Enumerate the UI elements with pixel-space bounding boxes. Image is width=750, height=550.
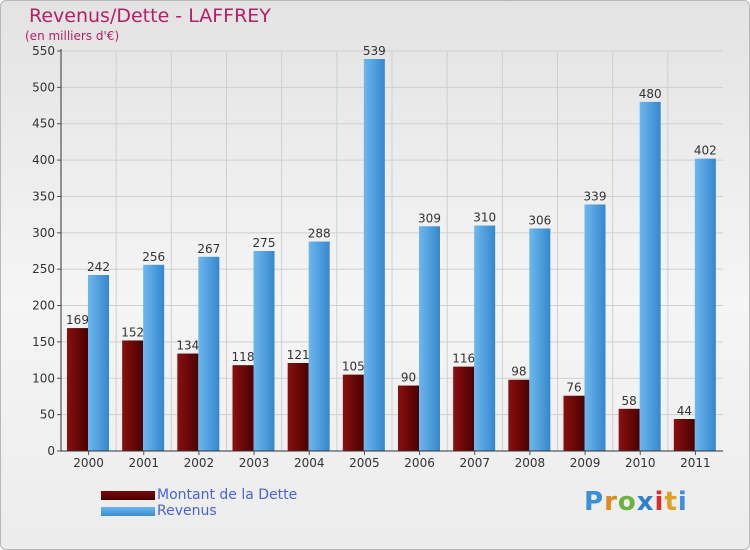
debt-bar-label: 152	[121, 325, 144, 339]
debt-bar	[67, 328, 88, 451]
debt-bar-label: 98	[511, 365, 526, 379]
debt-bar	[453, 366, 475, 451]
revenus-bar-label: 288	[308, 227, 331, 241]
y-tick-label: 50	[40, 408, 55, 422]
debt-bar	[508, 379, 530, 451]
y-tick-label: 450	[32, 117, 55, 131]
debt-bar	[287, 363, 309, 451]
debt-bar-label: 44	[677, 404, 692, 418]
debt-bar	[232, 365, 254, 451]
debt-bar	[563, 395, 585, 451]
revenus-bar-label: 480	[639, 87, 662, 101]
revenus-bar	[529, 228, 551, 451]
revenus-bar-label: 267	[197, 242, 220, 256]
y-tick-label: 150	[32, 335, 55, 349]
x-tick-label: 2001	[128, 456, 159, 470]
debt-bar-label: 121	[287, 348, 310, 362]
x-tick-label: 2002	[184, 456, 215, 470]
revenus-bar	[419, 226, 440, 451]
debt-bar-label: 169	[66, 313, 89, 327]
revenus-bar-label: 402	[694, 144, 717, 158]
legend-swatch-revenus	[101, 506, 155, 516]
x-tick-label: 2010	[625, 456, 656, 470]
legend: Montant de la Dette Revenus	[101, 487, 297, 519]
revenus-bar-label: 539	[363, 44, 386, 58]
revenus-bar-label: 275	[253, 236, 276, 250]
debt-bar	[673, 419, 695, 451]
x-tick-label: 2006	[404, 456, 435, 470]
revenus-bar	[198, 256, 220, 451]
revenus-bar-label: 256	[142, 250, 165, 264]
revenus-bar-label: 242	[87, 260, 110, 274]
x-tick-label: 2008	[515, 456, 546, 470]
revenus-bar-label: 310	[473, 211, 496, 225]
debt-bar-label: 116	[452, 352, 475, 366]
x-tick-label: 2009	[570, 456, 601, 470]
chart-title: Revenus/Dette - LAFFREY	[29, 5, 271, 27]
revenus-bar	[474, 225, 496, 451]
y-tick-label: 250	[32, 262, 55, 276]
y-tick-label: 350	[32, 189, 55, 203]
x-tick-label: 2005	[349, 456, 380, 470]
legend-item-debt: Montant de la Dette	[101, 487, 297, 503]
legend-label-debt: Montant de la Dette	[157, 487, 298, 503]
revenus-bar	[639, 101, 661, 451]
revenus-bar	[694, 158, 716, 452]
legend-swatch-debt	[101, 490, 155, 500]
y-tick-label: 300	[32, 226, 55, 240]
debt-bar-label: 134	[176, 339, 199, 353]
proxiti-logo: Proxiti	[584, 487, 688, 517]
y-tick-label: 400	[32, 153, 55, 167]
bar-chart: 169 242 152 256 134 267 118 275 121 288 105 539 90 30…	[32, 44, 723, 470]
debt-bar	[398, 385, 419, 451]
debt-bar	[122, 340, 144, 451]
revenus-bar	[253, 251, 275, 451]
debt-bar-label: 105	[342, 360, 365, 374]
y-tick-label: 0	[47, 444, 55, 458]
y-tick-label: 500	[32, 80, 55, 94]
x-tick-label: 2007	[459, 456, 490, 470]
x-tick-label: 2004	[294, 456, 325, 470]
legend-item-revenus: Revenus	[101, 503, 297, 519]
y-tick-label: 200	[32, 299, 55, 313]
revenus-bar-label: 306	[528, 213, 551, 227]
revenus-bar	[308, 241, 330, 451]
debt-bar	[177, 353, 199, 451]
revenus-bar	[88, 275, 109, 451]
debt-bar	[618, 408, 640, 451]
debt-bar-label: 90	[401, 371, 416, 385]
chart-subtitle: (en milliers d'€)	[25, 29, 120, 43]
revenus-bar-label: 309	[418, 211, 441, 225]
revenus-bar	[584, 204, 606, 451]
x-tick-label: 2011	[680, 456, 711, 470]
debt-bar	[342, 374, 364, 451]
x-tick-label: 2003	[239, 456, 270, 470]
legend-label-revenus: Revenus	[157, 503, 217, 519]
revenus-bar	[363, 59, 385, 451]
debt-bar-label: 58	[622, 394, 637, 408]
revenus-bar-label: 339	[584, 189, 607, 203]
x-tick-label: 2000	[73, 456, 104, 470]
debt-bar-label: 76	[566, 381, 581, 395]
y-tick-label: 550	[32, 44, 55, 58]
debt-bar-label: 118	[232, 350, 255, 364]
revenus-bar	[143, 264, 165, 451]
y-tick-label: 100	[32, 371, 55, 385]
